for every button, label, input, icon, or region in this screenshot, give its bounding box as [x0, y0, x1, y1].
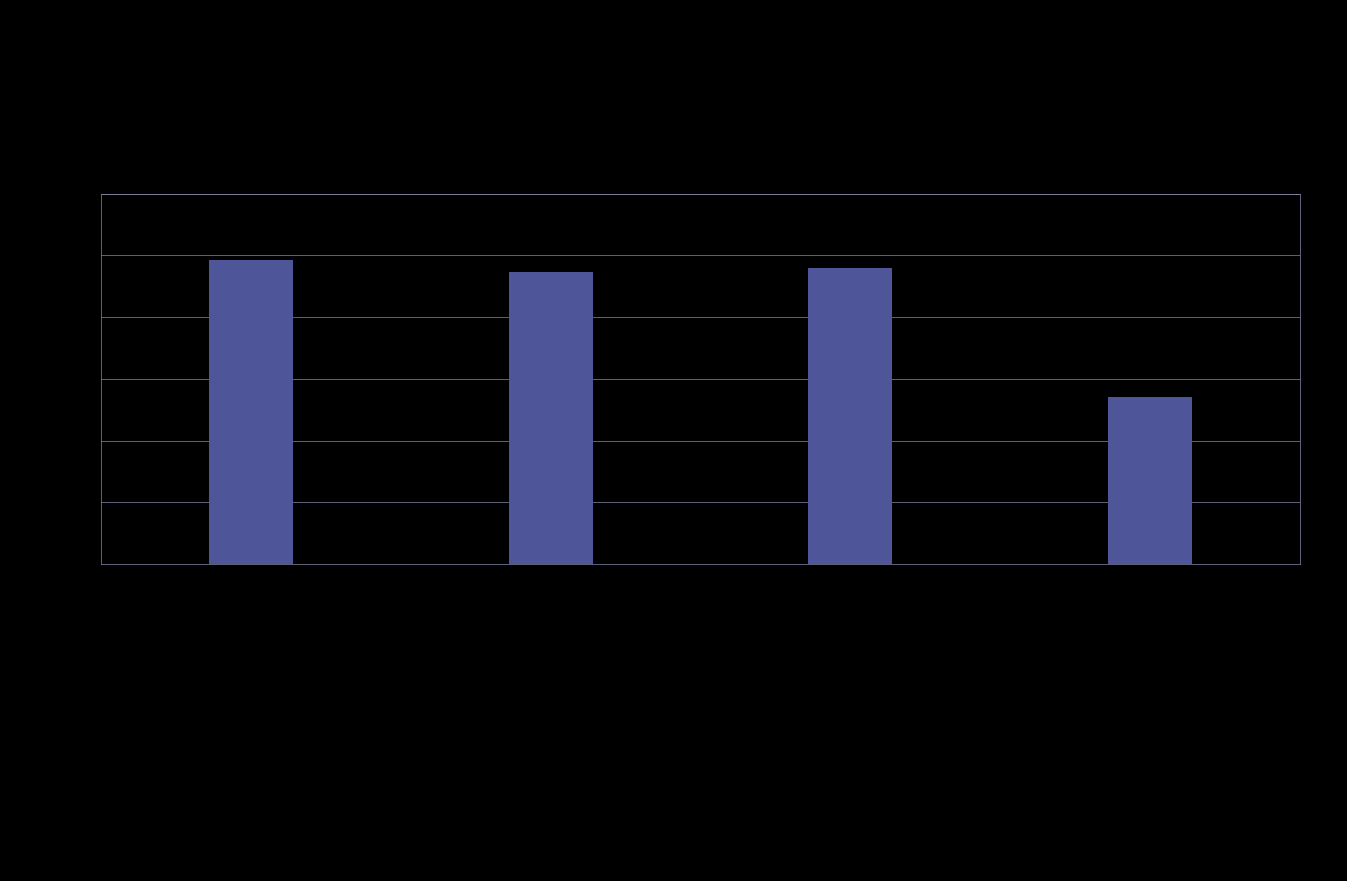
Bar — [209, 261, 292, 564]
Bar — [1109, 397, 1192, 564]
Bar — [808, 268, 892, 564]
Bar — [509, 271, 593, 564]
